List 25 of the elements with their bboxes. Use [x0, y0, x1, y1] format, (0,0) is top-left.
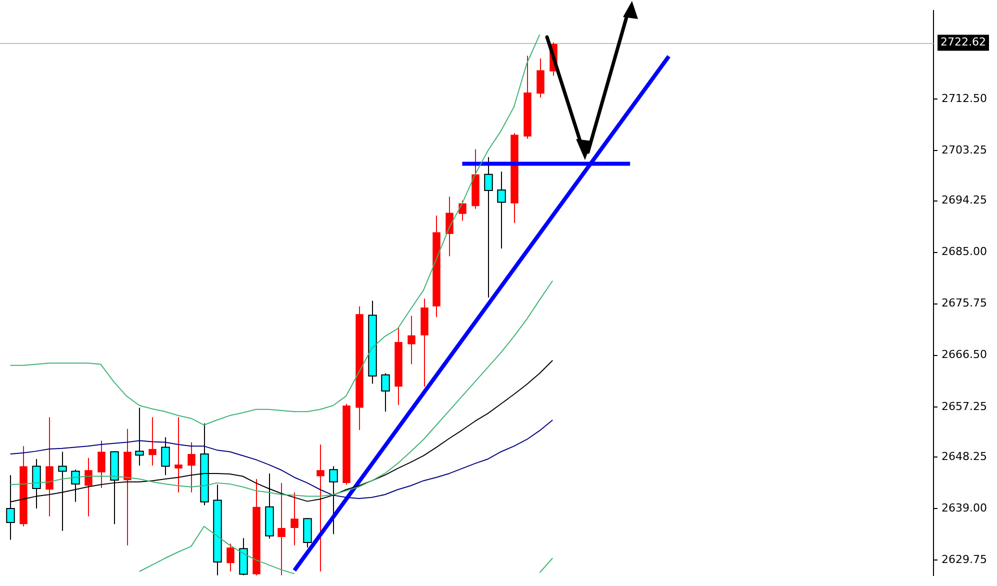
candlestick [174, 416, 182, 493]
y-tick-label: 2694.25 [942, 194, 988, 207]
candlestick [536, 58, 544, 98]
candlestick [316, 444, 324, 572]
candlestick [458, 200, 466, 222]
y-tick-label: 2648.25 [942, 450, 988, 463]
candlestick [278, 482, 286, 576]
candlestick [408, 315, 416, 365]
candlestick [84, 457, 92, 517]
y-tick-label: 2666.50 [942, 348, 988, 362]
candlestick [226, 543, 234, 572]
candlestick [148, 416, 156, 466]
y-tick-label: 2639.00 [942, 501, 988, 514]
candlestick [98, 440, 106, 488]
candlestick [290, 492, 298, 546]
y-tick-label: 2703.25 [942, 144, 988, 157]
y-tick-label: 2657.25 [942, 400, 988, 413]
y-tick-label: 2712.50 [942, 92, 988, 106]
candlestick [188, 442, 196, 493]
y-tick-label: 2629.75 [942, 552, 988, 566]
y-tick-label: 2685.00 [942, 245, 988, 258]
y-tick-label: 2675.75 [942, 296, 988, 310]
candlestick [446, 196, 454, 257]
ref-line-label: 2722.62 [940, 36, 986, 49]
candlestick [46, 416, 54, 517]
